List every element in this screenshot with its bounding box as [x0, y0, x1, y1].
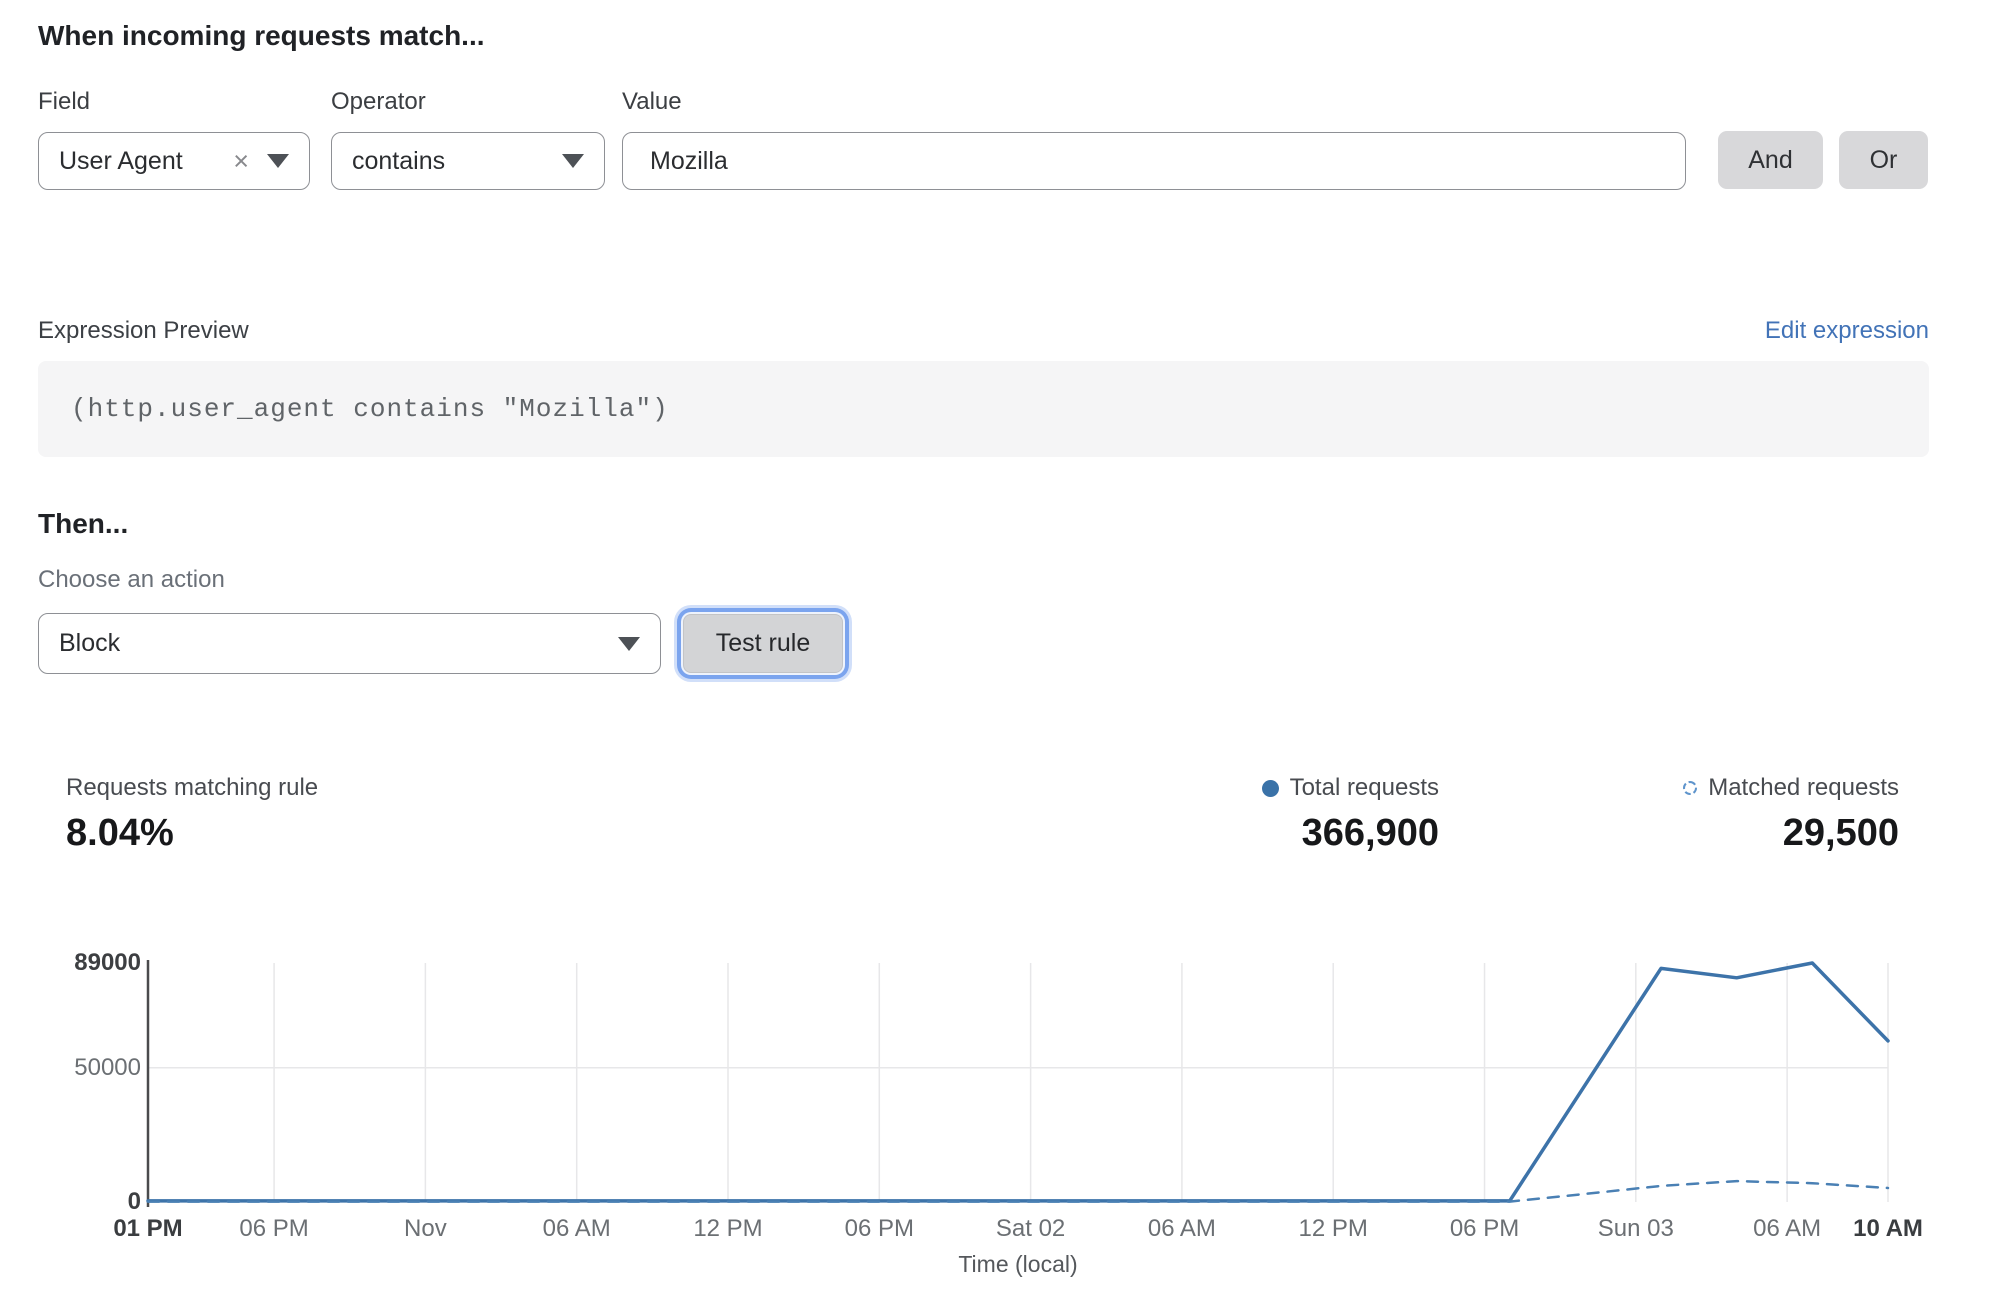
- choose-action-label: Choose an action: [38, 566, 225, 593]
- x-axis-tick-label: 06 AM: [1753, 1215, 1822, 1242]
- matched-requests-legend-dashed-circle-icon: [1683, 781, 1698, 795]
- y-axis-tick-label: 50000: [74, 1053, 141, 1081]
- operator-label: Operator: [331, 88, 426, 115]
- field-select[interactable]: User Agent ×: [38, 132, 310, 190]
- chevron-down-icon: [618, 636, 640, 651]
- x-axis-title: Time (local): [958, 1251, 1078, 1277]
- series-total-requests: [146, 961, 1890, 1203]
- stat-matched-requests: Matched requests 29,500: [1683, 774, 1899, 855]
- edit-expression-link[interactable]: Edit expression: [1764, 317, 1929, 344]
- x-axis-tick-label: 06 AM: [1147, 1215, 1216, 1242]
- x-axis-tick-label: 12 PM: [1298, 1215, 1368, 1242]
- stat-total-label: Total requests: [1289, 774, 1439, 801]
- value-input-text: Mozilla: [650, 146, 728, 175]
- y-axis-tick-label: 89000: [74, 949, 141, 976]
- clear-icon[interactable]: ×: [233, 145, 249, 176]
- requests-chart-plot: [146, 960, 1890, 1207]
- field-label: Field: [38, 88, 91, 115]
- stat-total-requests: Total requests 366,900: [1261, 774, 1439, 855]
- and-button[interactable]: And: [1718, 131, 1823, 189]
- action-select[interactable]: Block: [38, 613, 661, 674]
- x-axis-tick-label: 06 PM: [844, 1215, 914, 1242]
- chevron-down-icon: [267, 154, 289, 168]
- action-select-value: Block: [59, 629, 121, 657]
- stat-requests-matching: Requests matching rule 8.04%: [66, 774, 318, 855]
- stat-total-value: 366,900: [1301, 812, 1439, 854]
- x-axis-tick-label: 10 AM: [1853, 1215, 1923, 1242]
- test-rule-button[interactable]: Test rule: [683, 614, 843, 673]
- then-title: Then...: [38, 508, 129, 539]
- requests-chart: 0 50000 89000 01 PM 06 PM Nov 06 AM 12 PM 06 PM S…: [0, 940, 1999, 1295]
- x-axis-tick-label: 06 PM: [1449, 1215, 1520, 1242]
- x-axis-tick-label: 12 PM: [693, 1215, 763, 1242]
- stat-matching-value: 8.04%: [66, 812, 174, 854]
- operator-select-value: contains: [352, 146, 446, 175]
- x-axis-tick-label: Nov: [404, 1215, 447, 1242]
- y-axis-tick-label: 0: [127, 1188, 141, 1215]
- stat-matched-value: 29,500: [1782, 812, 1899, 854]
- series-matched-requests: [146, 1179, 1890, 1203]
- stat-matched-label: Matched requests: [1708, 774, 1899, 801]
- expression-preview-box: (http.user_agent contains "Mozilla"): [38, 361, 1929, 457]
- x-axis-tick-label: 06 AM: [542, 1215, 611, 1242]
- expression-code: (http.user_agent contains "Mozilla"): [71, 394, 669, 424]
- expression-preview-label: Expression Preview: [38, 317, 249, 344]
- value-label: Value: [622, 88, 682, 115]
- page-title: When incoming requests match...: [38, 20, 485, 51]
- field-select-icons: ×: [233, 145, 289, 176]
- chevron-down-icon: [562, 154, 584, 168]
- x-axis-tick-label: 01 PM: [113, 1215, 183, 1242]
- x-axis-tick-label: Sun 03: [1597, 1215, 1674, 1242]
- or-button[interactable]: Or: [1839, 131, 1928, 189]
- value-input[interactable]: Mozilla: [622, 132, 1686, 190]
- x-axis-tick-label: Sat 02: [995, 1215, 1066, 1242]
- stat-matching-label: Requests matching rule: [66, 774, 319, 801]
- operator-select[interactable]: contains: [331, 132, 605, 190]
- x-axis-tick-label: 06 PM: [239, 1215, 309, 1242]
- total-requests-legend-dot-icon: [1261, 779, 1279, 797]
- field-select-value: User Agent: [59, 146, 183, 175]
